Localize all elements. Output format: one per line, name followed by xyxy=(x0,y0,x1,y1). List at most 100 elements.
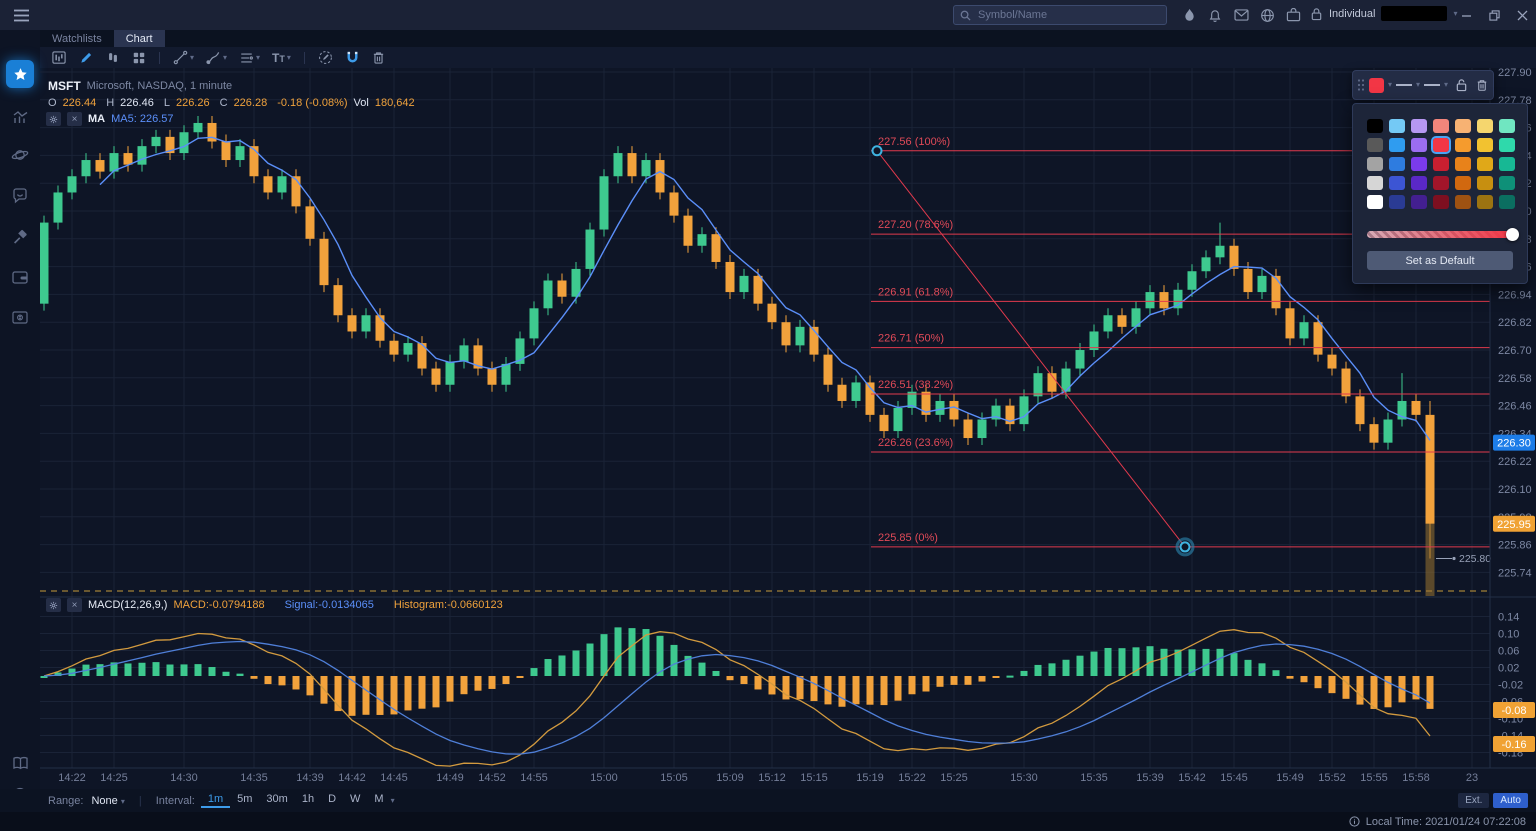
line-style-button[interactable] xyxy=(1424,84,1441,86)
minimize-button[interactable] xyxy=(1452,6,1480,24)
fib-handle-start[interactable] xyxy=(871,145,883,157)
symbol-search[interactable] xyxy=(953,5,1167,25)
palette-color-ffffff[interactable] xyxy=(1367,195,1383,209)
interval-M[interactable]: M xyxy=(374,793,384,805)
auto-scale-button[interactable]: Auto xyxy=(1493,793,1528,808)
levels-tool-button[interactable]: ▾ xyxy=(234,48,265,68)
chevron-down-icon[interactable]: ▾ xyxy=(286,52,291,62)
time-axis[interactable]: 14:22 14:25 14:30 14:35 14:39 14:42 14:45 14:49… xyxy=(40,769,1490,789)
tab-chart[interactable]: Chart xyxy=(113,30,165,47)
restore-button[interactable] xyxy=(1480,6,1508,24)
palette-color-c91f30[interactable] xyxy=(1433,157,1449,171)
chart-style-button[interactable] xyxy=(46,48,72,68)
sidebar-item-markets[interactable] xyxy=(6,103,34,131)
sidebar-item-watchlist[interactable] xyxy=(6,60,34,88)
symbol-ticker[interactable]: MSFT xyxy=(48,79,81,93)
fib-retracement[interactable]: 227.56 (100%) 227.20 (78.6%) 226.91 (61.8%… xyxy=(871,136,1490,557)
palette-color-70e6c1[interactable] xyxy=(1499,119,1515,133)
account-chevron-down-icon[interactable]: ▾ xyxy=(1453,8,1458,18)
close-button[interactable] xyxy=(1508,6,1536,24)
palette-color-2e7ce0[interactable] xyxy=(1389,157,1405,171)
palette-color-3c55d4[interactable] xyxy=(1389,176,1405,190)
notifications-icon[interactable] xyxy=(1202,6,1228,24)
ma-settings-button[interactable] xyxy=(46,112,61,126)
hamburger-menu-icon[interactable] xyxy=(8,6,34,24)
interval-5m[interactable]: 5m xyxy=(237,793,253,805)
palette-color-000000[interactable] xyxy=(1367,119,1383,133)
macd-remove-button[interactable]: × xyxy=(67,598,82,612)
sidebar-item-discover[interactable] xyxy=(6,141,34,169)
palette-color-9e5212[interactable] xyxy=(1455,195,1471,209)
palette-color-5a28c7[interactable] xyxy=(1411,176,1427,190)
chevron-down-icon[interactable]: ▾ xyxy=(1388,80,1393,89)
palette-color-2a3b94[interactable] xyxy=(1389,195,1405,209)
opacity-slider[interactable] xyxy=(1367,228,1519,241)
ext-hours-button[interactable]: Ext. xyxy=(1458,793,1490,808)
color-swatch-button[interactable] xyxy=(1369,77,1384,93)
drag-handle[interactable] xyxy=(1357,78,1365,92)
sidebar-item-tools[interactable] xyxy=(6,223,34,251)
interval-D[interactable]: D xyxy=(328,793,337,805)
interval-W[interactable]: W xyxy=(350,793,361,805)
tab-watchlists[interactable]: Watchlists xyxy=(52,32,102,45)
delete-drawing-button[interactable] xyxy=(367,48,390,68)
magnet-button[interactable] xyxy=(340,48,365,68)
chevron-down-icon[interactable]: ▾ xyxy=(223,52,228,62)
brush-tool-button[interactable]: ▾ xyxy=(201,48,232,68)
sidebar-item-cash[interactable] xyxy=(6,303,34,331)
unlock-icon[interactable] xyxy=(1455,78,1468,92)
palette-color-c78f10[interactable] xyxy=(1477,176,1493,190)
palette-color-2f9cf0[interactable] xyxy=(1389,138,1405,152)
price-chart-canvas[interactable]: 227.56 (100%) 227.20 (78.6%) 226.91 (61.8%… xyxy=(40,68,1536,770)
chevron-down-icon[interactable]: ▾ xyxy=(1444,80,1449,89)
palette-color-9c7311[interactable] xyxy=(1477,195,1493,209)
palette-color-74c9f5[interactable] xyxy=(1389,119,1405,133)
palette-color-f2857b[interactable] xyxy=(1433,119,1449,133)
palette-color-17b894[interactable] xyxy=(1499,157,1515,171)
chevron-down-icon[interactable]: ▾ xyxy=(1416,80,1421,89)
layout-grid-button[interactable] xyxy=(127,48,151,68)
palette-color-7d0f20[interactable] xyxy=(1433,195,1449,209)
chevron-down-icon[interactable]: ▾ xyxy=(256,52,261,62)
search-input[interactable] xyxy=(976,8,1146,22)
range-select[interactable]: None ▾ xyxy=(91,794,125,807)
set-as-default-button[interactable]: Set as Default xyxy=(1367,251,1513,270)
chevron-down-icon[interactable]: ▾ xyxy=(190,52,195,62)
trend-line-tool-button[interactable]: ▾ xyxy=(168,48,199,68)
palette-color-f2c230[interactable] xyxy=(1477,138,1493,152)
palette-color-a3152a[interactable] xyxy=(1433,176,1449,190)
macd-settings-button[interactable] xyxy=(46,598,61,612)
palette-color-f7b273[interactable] xyxy=(1455,119,1471,133)
palette-color-0b6e60[interactable] xyxy=(1499,195,1515,209)
interval-more-chevron-icon[interactable]: ▾ xyxy=(390,795,395,805)
account-type-label[interactable]: Individual xyxy=(1329,7,1376,20)
palette-color-7b3beb[interactable] xyxy=(1411,157,1427,171)
palette-color-a3a3a3[interactable] xyxy=(1367,157,1383,171)
palette-color-d6d6d6[interactable] xyxy=(1367,176,1383,190)
palette-color-9b6df0[interactable] xyxy=(1411,138,1427,152)
palette-color-f23645[interactable] xyxy=(1431,136,1451,154)
palette-color-d1680f[interactable] xyxy=(1455,176,1471,190)
palette-color-e0a818[interactable] xyxy=(1477,157,1493,171)
palette-color-b697f2[interactable] xyxy=(1411,119,1427,133)
palette-color-f5d66e[interactable] xyxy=(1477,119,1493,133)
text-tool-button[interactable]: TT ▾ xyxy=(272,50,291,65)
palette-color-f59b2d[interactable] xyxy=(1455,138,1471,152)
fib-handle-end[interactable] xyxy=(1179,541,1191,553)
portfolio-icon[interactable] xyxy=(1280,6,1306,24)
delete-icon[interactable] xyxy=(1476,79,1488,92)
interval-1h[interactable]: 1h xyxy=(301,793,315,805)
stay-in-drawing-mode-button[interactable] xyxy=(313,48,338,68)
opacity-slider-knob[interactable] xyxy=(1506,228,1519,241)
globe-icon[interactable] xyxy=(1254,6,1280,24)
palette-color-2fd9ab[interactable] xyxy=(1499,138,1515,152)
messages-icon[interactable] xyxy=(1228,6,1254,24)
palette-color-431f91[interactable] xyxy=(1411,195,1427,209)
palette-color-595959[interactable] xyxy=(1367,138,1383,152)
palette-color-e8821a[interactable] xyxy=(1455,157,1471,171)
sidebar-item-community[interactable] xyxy=(6,182,34,210)
line-width-button[interactable] xyxy=(1396,84,1413,86)
sidebar-item-wallet[interactable] xyxy=(6,263,34,291)
ma-remove-button[interactable]: × xyxy=(67,112,82,126)
palette-color-0e9078[interactable] xyxy=(1499,176,1515,190)
